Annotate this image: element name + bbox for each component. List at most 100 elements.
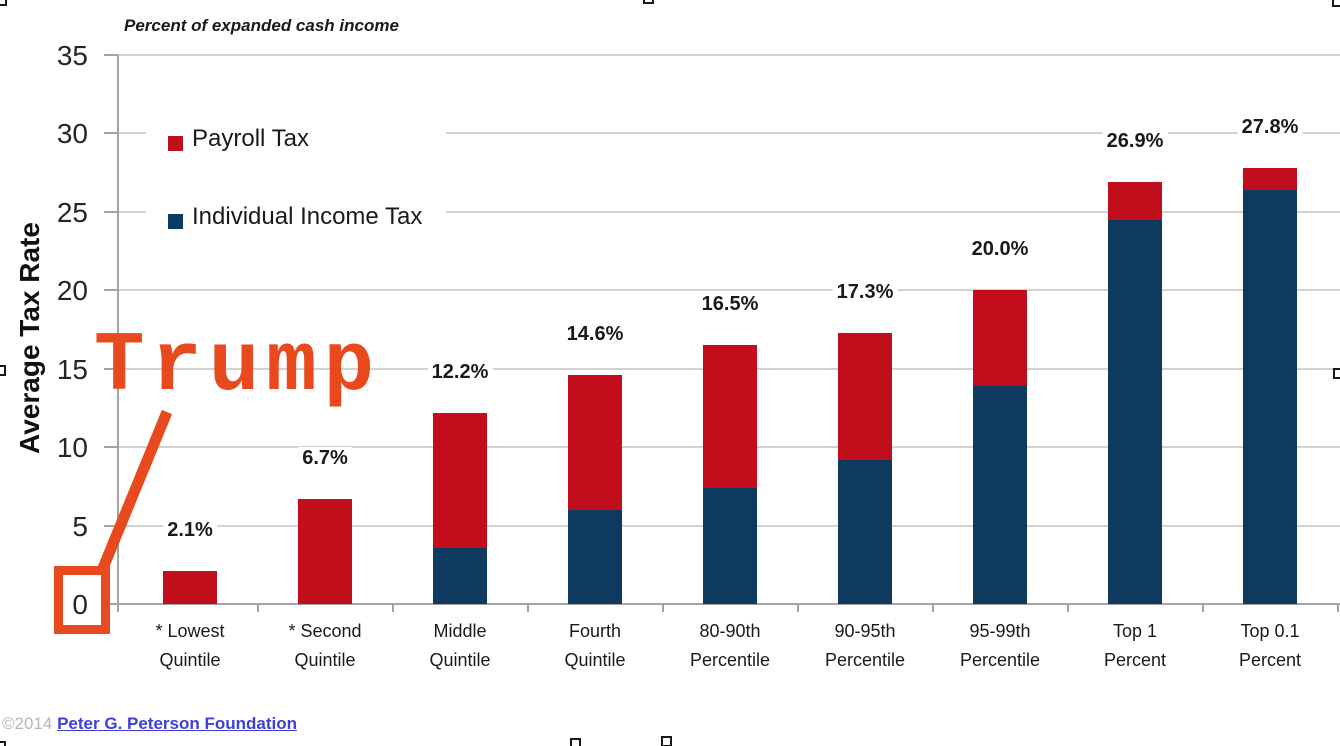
bar-total-label: 27.8% xyxy=(1237,115,1303,139)
x-category-label: Top 0.1 Percent xyxy=(1195,617,1340,675)
y-tick-30 xyxy=(104,132,118,135)
y-tick-label-5: 5 xyxy=(72,510,88,542)
resize-handle-top-right[interactable] xyxy=(1332,0,1340,7)
x-category-line: Percentile xyxy=(959,650,1041,670)
x-axis-tick-1 xyxy=(256,604,259,612)
resize-handle-right-middle[interactable] xyxy=(1333,368,1340,379)
gridline-30 xyxy=(118,132,1340,135)
bar-individual-income-tax xyxy=(433,547,487,604)
x-category-line: Top 1 xyxy=(1112,621,1158,641)
x-category-label: * Second Quintile xyxy=(250,617,400,675)
x-category-label: Middle Quintile xyxy=(385,617,535,675)
peterson-foundation-link[interactable]: Peter G. Peterson Foundation xyxy=(57,714,298,733)
y-tick-0 xyxy=(104,603,118,605)
x-category-line: Quintile xyxy=(159,650,221,670)
y-tick-label-30: 30 xyxy=(56,118,88,150)
resize-handle-top-center[interactable] xyxy=(643,0,654,4)
y-tick-10 xyxy=(104,446,118,449)
x-category-label: Top 1 Percent xyxy=(1060,617,1210,675)
individual-income-tax-swatch-icon xyxy=(168,214,183,229)
y-tick-label-25: 25 xyxy=(56,196,88,228)
x-category-line: Percentile xyxy=(689,650,771,670)
bar-total-label: 14.6% xyxy=(562,322,628,346)
resize-handle-top-left[interactable] xyxy=(0,0,7,6)
bar-payroll-tax xyxy=(1108,182,1162,220)
y-tick-5 xyxy=(104,524,118,527)
bar-payroll-tax xyxy=(703,345,757,488)
x-category-line: Quintile xyxy=(429,650,491,670)
x-category-label: * Lowest Quintile xyxy=(115,617,265,675)
y-tick-20 xyxy=(104,289,118,292)
y-axis-line xyxy=(117,55,119,612)
gridline-35 xyxy=(118,54,1340,56)
x-axis-tick-5 xyxy=(796,604,799,612)
bar-individual-income-tax xyxy=(973,385,1027,604)
x-category-line: Percent xyxy=(1238,650,1302,670)
resize-handle-bottom-center-left[interactable] xyxy=(570,738,581,746)
bar-individual-income-tax xyxy=(1243,189,1297,604)
x-category-line: Percentile xyxy=(824,650,906,670)
bar-individual-income-tax xyxy=(568,509,622,604)
y-tick-label-0: 0 xyxy=(72,589,88,620)
y-tick-15 xyxy=(104,367,118,370)
y-tick-label-35: 35 xyxy=(56,40,88,71)
bar-total-label: 2.1% xyxy=(163,519,217,543)
bar-payroll-tax xyxy=(568,374,622,510)
bar-total-label: 12.2% xyxy=(427,360,493,384)
bar-payroll-tax xyxy=(838,332,892,460)
chart-subtitle: Percent of expanded cash income xyxy=(124,16,399,35)
legend-label-payroll-tax: Payroll Tax xyxy=(192,125,309,152)
gridline-25 xyxy=(118,210,1340,213)
copyright-text: ©2014 xyxy=(2,714,53,733)
x-category-line: Quintile xyxy=(294,650,356,670)
y-tick-label-10: 10 xyxy=(56,432,88,464)
y-tick-25 xyxy=(104,210,118,213)
legend-label-individual-income-tax: Individual Income Tax xyxy=(192,203,423,230)
gridline-20 xyxy=(118,289,1340,292)
x-category-line: * Lowest xyxy=(155,621,225,641)
y-tick-label-20: 20 xyxy=(56,275,88,307)
x-category-line: Fourth xyxy=(568,621,622,641)
annotation-line xyxy=(95,409,173,576)
chart-legend: Payroll Tax Individual Income Tax xyxy=(146,92,446,282)
x-axis-tick-6 xyxy=(931,604,934,612)
resize-handle-bottom-center[interactable] xyxy=(661,736,672,746)
x-axis-tick-9 xyxy=(1336,604,1339,612)
bar-total-label: 6.7% xyxy=(298,446,352,470)
bar-payroll-tax xyxy=(433,412,487,548)
y-tick-35 xyxy=(104,54,118,56)
x-category-line: 95-99th xyxy=(969,621,1031,641)
bar-total-label: 26.9% xyxy=(1102,130,1168,154)
bar-individual-income-tax xyxy=(838,459,892,604)
bar-payroll-tax xyxy=(1243,167,1297,190)
x-category-line: Percent xyxy=(1103,650,1167,670)
footer: ©2014 Peter G. Peterson Foundation xyxy=(2,714,297,734)
x-axis-tick-8 xyxy=(1201,604,1204,612)
x-category-line: 90-95th xyxy=(834,621,896,641)
x-category-line: 80-90th xyxy=(699,621,761,641)
bar-payroll-tax xyxy=(298,498,352,604)
x-category-label: 95-99th Percentile xyxy=(925,617,1075,675)
x-category-line: Top 0.1 xyxy=(1240,621,1300,641)
bar-individual-income-tax xyxy=(1108,219,1162,604)
x-axis-tick-7 xyxy=(1066,604,1069,612)
resize-handle-bottom-left[interactable] xyxy=(0,741,6,746)
bar-total-label: 20.0% xyxy=(967,238,1033,262)
annotation-text: Trump xyxy=(94,320,382,415)
bar-payroll-tax xyxy=(973,290,1027,386)
x-axis-tick-2 xyxy=(391,604,394,612)
bar-total-label: 16.5% xyxy=(697,293,763,317)
x-axis-line xyxy=(117,603,1340,605)
x-category-line: Quintile xyxy=(564,650,626,670)
y-tick-label-15: 15 xyxy=(56,353,88,385)
x-category-line: Middle xyxy=(433,621,487,641)
x-category-label: 90-95th Percentile xyxy=(790,617,940,675)
resize-handle-left-middle[interactable] xyxy=(0,365,6,376)
payroll-tax-swatch-icon xyxy=(168,136,183,151)
bar-total-label: 17.3% xyxy=(832,280,898,304)
bar-payroll-tax xyxy=(163,571,217,604)
x-category-label: Fourth Quintile xyxy=(520,617,670,675)
x-axis-tick-3 xyxy=(526,604,529,612)
x-category-line: * Second xyxy=(288,621,362,641)
